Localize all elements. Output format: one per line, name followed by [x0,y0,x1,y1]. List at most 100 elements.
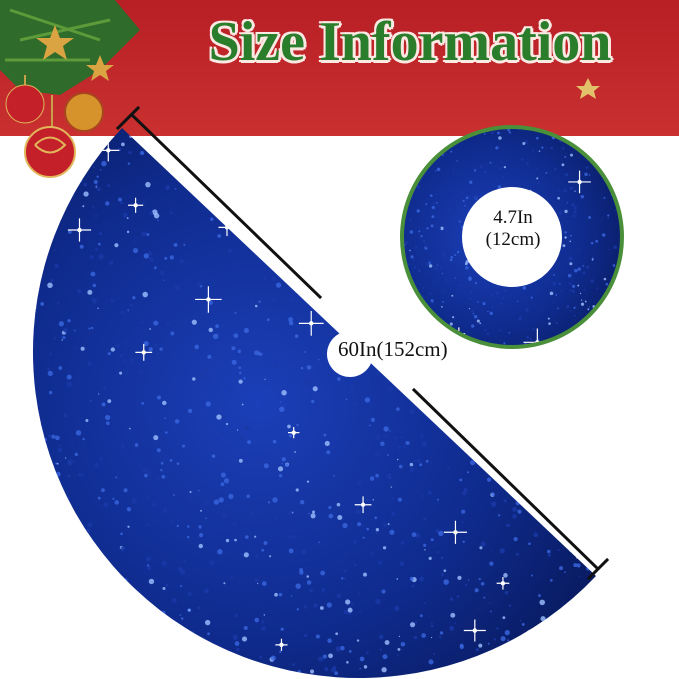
glitter-dot [142,291,148,298]
glitter-dot [436,167,441,172]
glitter-dot [238,371,242,375]
glitter-dot [432,148,437,153]
glitter-dot [375,528,380,532]
sparkle-icon [291,430,296,435]
glitter-dot [483,133,486,135]
glitter-dot [592,336,596,339]
glitter-dot [607,217,610,219]
glitter-dot [422,286,425,290]
glitter-dot [447,331,450,335]
glitter-dot [559,283,561,285]
glitter-dot [70,171,76,176]
glitter-dot [318,137,320,140]
glitter-dot [613,245,618,250]
glitter-dot [133,241,136,244]
banner-title: Size Information [208,11,612,73]
glitter-dot [162,400,167,406]
glitter-dot [594,142,597,145]
glitter-dot [131,606,135,610]
glitter-dot [173,242,178,247]
glitter-dot [439,631,444,635]
glitter-dot [347,607,353,613]
glitter-dot [603,277,607,281]
glitter-dot [233,333,239,339]
glitter-dot [442,290,445,293]
glitter-dot [580,299,583,301]
glitter-dot [616,173,619,176]
glitter-dot [584,490,590,496]
glitter-dot [603,196,606,199]
glitter-dot [423,517,427,521]
glitter-dot [418,230,421,233]
glitter-dot [356,480,362,486]
glitter-dot [520,158,524,161]
glitter-dot [112,659,115,661]
glitter-dot [257,582,259,585]
glitter-dot [98,616,104,621]
glitter-dot [565,447,571,453]
glitter-dot [316,525,319,528]
glitter-dot [333,474,336,477]
glitter-dot [497,185,502,189]
glitter-dot [127,162,131,165]
glitter-dot [184,647,190,653]
glitter-dot [148,256,154,262]
glitter-dot [67,461,73,466]
glitter-dot [425,262,430,266]
glitter-dot [382,546,387,550]
glitter-dot [545,617,549,621]
glitter-dot [90,137,96,143]
glitter-dot [47,282,53,289]
glitter-dot [297,508,299,510]
glitter-dot [499,427,505,433]
glitter-dot [533,173,535,176]
glitter-dot [498,136,502,140]
glitter-dot [323,187,327,190]
glitter-dot [573,210,577,215]
glitter-dot [568,282,572,286]
sparkle-icon [82,568,106,592]
glitter-dot [553,167,557,171]
glitter-dot [503,499,507,503]
glitter-dot [533,171,535,174]
glitter-dot [548,322,551,325]
glitter-dot [432,251,434,254]
glitter-dot [33,345,36,347]
glitter-dot [430,621,433,624]
glitter-dot [486,332,490,336]
glitter-dot [172,597,177,603]
glitter-dot [538,594,541,597]
glitter-dot [200,453,205,458]
glitter-dot [436,333,438,335]
glitter-dot [542,422,544,425]
glitter-dot [514,421,520,428]
glitter-dot [407,290,411,293]
glitter-dot [304,224,307,226]
glitter-dot [481,378,486,383]
glitter-dot [613,320,616,322]
glitter-dot [269,555,272,558]
glitter-dot [595,328,597,333]
center-hole-size-in: 4.7In [493,207,533,228]
glitter-dot [263,614,266,616]
glitter-dot [40,557,46,562]
glitter-dot [238,379,243,384]
glitter-dot [328,333,332,337]
glitter-dot [309,588,313,593]
glitter-dot [80,346,85,351]
glitter-dot [326,602,332,608]
glitter-dot [126,646,131,651]
glitter-dot [183,243,186,246]
glitter-dot [51,434,56,439]
glitter-dot [413,266,417,269]
glitter-dot [263,277,267,281]
glitter-dot [599,380,600,381]
glitter-dot [97,496,101,500]
glitter-dot [424,275,426,277]
glitter-dot [465,196,469,200]
glitter-dot [434,266,438,271]
glitter-dot [362,287,367,291]
glitter-dot [236,647,240,651]
glitter-dot [321,426,325,429]
glitter-dot [264,378,266,380]
